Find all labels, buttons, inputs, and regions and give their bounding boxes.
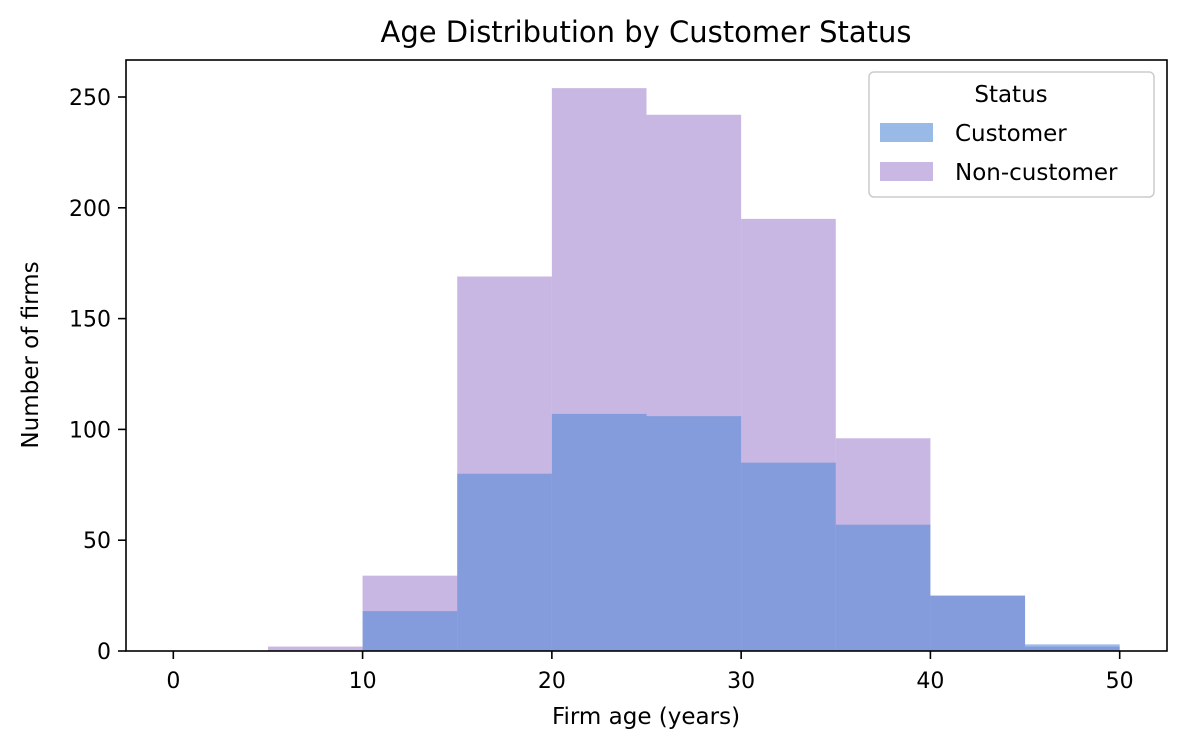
x-tick-label: 0 [166,669,180,694]
bar-non-customer-5-10 [267,646,363,651]
x-tick-label: 10 [349,669,377,694]
plot-frame [125,59,1168,652]
legend-label-non-customer: Non-customer [955,160,1118,186]
legend-swatch-non-customer [880,162,933,181]
x-tick-label: 20 [538,669,566,694]
bar-customer-10-15 [362,611,458,651]
y-axis: 0 50 100 150 200 250 [69,86,126,665]
bar-customer-20-25 [551,413,647,651]
x-axis: 0 10 20 30 40 50 [166,651,1134,694]
bar-customer-35-40 [835,524,931,651]
x-tick-label: 50 [1106,669,1134,694]
y-tick-label: 50 [83,529,111,554]
bar-customer-45-50 [1025,644,1120,651]
bars-layer [267,88,1120,652]
y-tick-label: 0 [97,640,111,665]
y-tick-label: 200 [69,197,111,222]
legend-swatch-customer [880,123,933,142]
x-tick-label: 40 [916,669,944,694]
y-axis-label: Number of firms [18,261,44,448]
bar-customer-40-45 [930,595,1026,651]
bar-customer-15-20 [457,473,552,651]
legend: Status Customer Non-customer [868,71,1155,198]
y-tick-label: 250 [69,86,111,111]
x-tick-label: 30 [727,669,755,694]
chart-title: Age Distribution by Customer Status [381,15,912,49]
bar-customer-30-35 [741,462,836,651]
legend-box [868,71,1155,198]
legend-title: Status [974,82,1047,108]
bar-customer-25-30 [646,416,742,651]
y-tick-label: 150 [69,308,111,333]
y-tick-label: 100 [69,418,111,443]
legend-label-customer: Customer [955,121,1067,147]
x-axis-label: Firm age (years) [552,704,740,730]
